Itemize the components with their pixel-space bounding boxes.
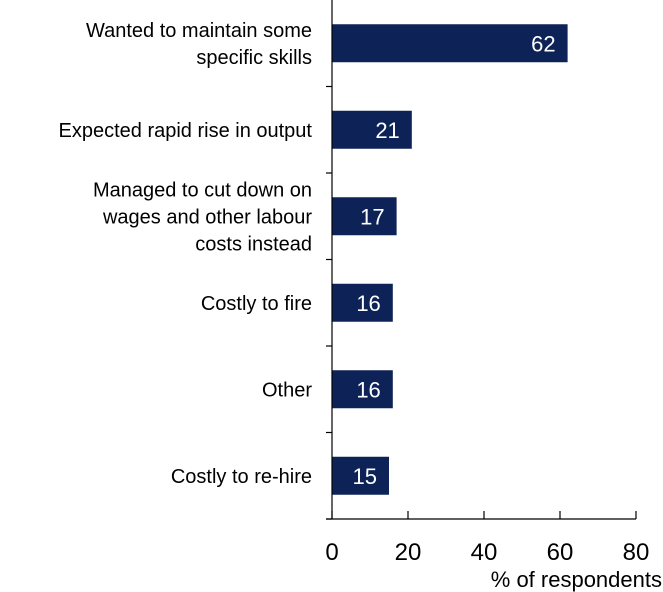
data-label-1: 21 (375, 118, 399, 143)
data-label-5: 15 (353, 464, 377, 489)
data-label-2: 17 (360, 204, 384, 229)
x-tick-label: 20 (395, 539, 422, 566)
x-tick-label: 40 (471, 539, 498, 566)
x-axis-title: % of respondents (491, 567, 662, 592)
bar-1 (332, 110, 412, 149)
axes-group: 0 20 40 60 80 (325, 0, 649, 566)
data-label-3: 16 (356, 291, 380, 316)
category-label-line: Managed to cut down on (93, 179, 312, 201)
category-label-line: Expected rapid rise in output (59, 120, 313, 142)
bar-3 (332, 283, 393, 322)
category-label-line: Other (262, 379, 312, 401)
category-label-3: Costly to fire (201, 293, 312, 315)
bar-2 (332, 197, 397, 236)
category-label-4: Other (262, 379, 312, 401)
category-label-line: Wanted to maintain some (86, 20, 312, 42)
bars-group: 62 21 17 16 16 15 (332, 24, 568, 495)
x-tick-label: 60 (547, 539, 574, 566)
category-labels-group: Wanted to maintain some specific skills Ex… (59, 20, 313, 488)
x-tick-label: 0 (325, 539, 338, 566)
x-tick-label: 80 (623, 539, 650, 566)
category-label-line: Costly to fire (201, 293, 312, 315)
bar-4 (332, 370, 393, 409)
category-label-line: wages and other labour (102, 206, 312, 228)
category-label-2: Managed to cut down on wages and other la… (93, 179, 312, 255)
category-label-line: Costly to re-hire (171, 466, 312, 488)
bar-0 (332, 24, 568, 63)
data-label-4: 16 (356, 377, 380, 402)
bar-5 (332, 456, 389, 495)
category-label-line: specific skills (196, 47, 312, 69)
data-label-0: 62 (531, 31, 555, 56)
category-label-1: Expected rapid rise in output (59, 120, 313, 142)
category-label-line: costs instead (195, 233, 312, 255)
category-label-0: Wanted to maintain some specific skills (86, 20, 312, 69)
category-label-5: Costly to re-hire (171, 466, 312, 488)
